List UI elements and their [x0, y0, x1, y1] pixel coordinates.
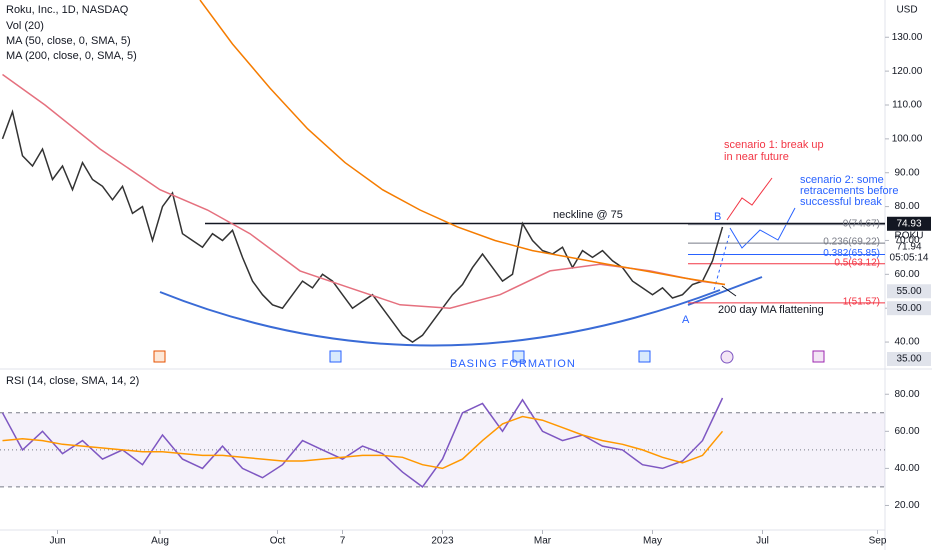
earnings-icon: [153, 350, 166, 363]
point-label: B: [714, 211, 721, 223]
last-info: ROKU: [895, 230, 924, 241]
fib-label: 0.5(63.12): [834, 257, 880, 268]
y-tick-label: 130.00: [892, 32, 923, 43]
y-tick-label: 40.00: [894, 337, 919, 348]
x-tick-label: Sep: [869, 536, 887, 547]
x-tick-label: Aug: [151, 536, 169, 547]
currency: USD: [896, 5, 917, 16]
y-tick-label: 60.00: [894, 269, 919, 280]
x-tick-label: Mar: [534, 536, 552, 547]
ma-arrow: [721, 285, 737, 297]
fib-label: 0.382(65.85): [823, 248, 880, 259]
drawings: [159, 177, 796, 347]
legend-entry: MA (200, close, 0, SMA, 5): [6, 50, 137, 62]
y-tick-label: 60.00: [894, 426, 919, 437]
rsi-pane: [0, 397, 885, 488]
series-line: [199, 0, 726, 286]
fib-label: 1(51.57): [843, 297, 880, 308]
scenario-1-arrow: [726, 177, 773, 221]
price-badge-label: 55.00: [896, 286, 921, 297]
point-label: A: [682, 314, 690, 326]
fib-guide: [713, 231, 731, 291]
series-line: [1, 109, 724, 344]
x-tick-label: 7: [340, 536, 346, 547]
scenario-2: successful break: [800, 196, 882, 208]
scenario-2-arrow: [729, 207, 796, 249]
x-tick-label: Jul: [756, 536, 769, 547]
series-line: [2, 73, 726, 309]
y-tick-label: 110.00: [892, 100, 922, 111]
y-tick-label: 70.00: [894, 235, 919, 246]
legend-entry: MA (50, close, 0, SMA, 5): [6, 35, 131, 47]
price-badge: [887, 352, 931, 366]
legend-title: Roku, Inc., 1D, NASDAQ: [6, 4, 129, 16]
y-tick-label: 90.00: [894, 167, 919, 178]
y-tick-label: 20.00: [894, 500, 919, 511]
x-tick-label: 2023: [431, 536, 454, 547]
earnings-icon: [638, 350, 651, 363]
rsi-legend: RSI (14, close, SMA, 14, 2): [6, 375, 139, 387]
scenario-1: scenario 1: break up: [724, 139, 824, 151]
basing-arc: [159, 289, 721, 347]
y-tick-label: 100.00: [892, 133, 923, 144]
neckline-label: neckline @ 75: [553, 209, 623, 221]
price-badge: [887, 216, 931, 231]
price-badge-label: 50.00: [896, 303, 921, 314]
y-tick-label: 120.00: [892, 66, 923, 77]
basing-label: BASING FORMATION: [450, 358, 576, 370]
price-badge: [887, 301, 931, 316]
legend-entry: Vol (20): [6, 20, 44, 32]
x-tick-label: Jun: [49, 536, 65, 547]
y-tick-label: 40.00: [894, 463, 919, 474]
y-tick-label: 80.00: [894, 389, 919, 400]
trendline: [687, 276, 763, 306]
price-badge-label: 74.93: [896, 218, 921, 229]
series-line: [2, 415, 724, 470]
price-badge-label: 35.00: [896, 354, 921, 365]
y-tick-label: 80.00: [894, 201, 919, 212]
x-tick-label: Oct: [270, 536, 286, 547]
price-badge: [887, 284, 931, 299]
earnings-icon: [329, 350, 342, 363]
fib-label: 0.236(69.22): [823, 237, 880, 248]
x-tick-label: May: [643, 536, 662, 547]
last-info: 71.94: [896, 241, 921, 252]
ma-note: 200 day MA flattening: [718, 304, 824, 316]
scenario-2: retracements before: [800, 185, 898, 197]
rsi-band: [0, 412, 885, 487]
event-icon: [720, 350, 734, 364]
earnings-icon: [512, 350, 525, 363]
price-pane: [1, 0, 885, 344]
fib-label: 0(74.67): [843, 218, 880, 229]
scenario-1: in near future: [724, 151, 789, 163]
earnings-icon: [812, 350, 825, 363]
earnings-icons: [153, 350, 825, 364]
last-info: 05:05:14: [890, 252, 929, 263]
scenario-2: scenario 2: some: [800, 174, 884, 186]
